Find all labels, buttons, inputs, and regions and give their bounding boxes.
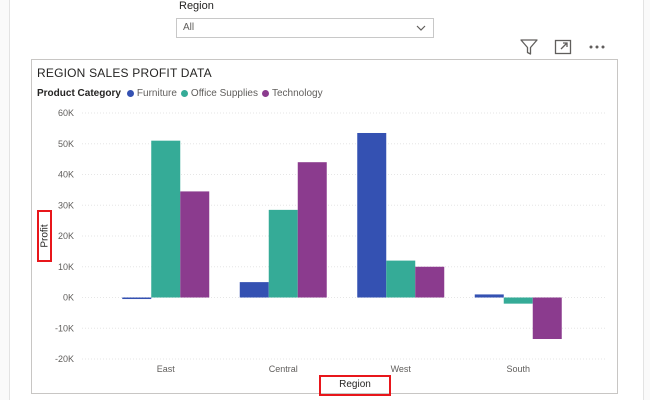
- y-tick-label: 20K: [58, 231, 74, 241]
- legend-label: Office Supplies: [190, 88, 258, 99]
- legend-marker: [126, 90, 134, 97]
- right-frame-border: [643, 0, 650, 400]
- chart-plot-area: 60K 50K 40K 30K 20K 10K 0K -10K -20K East Central W…: [55, 108, 607, 374]
- legend-item-office-supplies[interactable]: Office Supplies: [180, 88, 258, 99]
- y-tick-label: 40K: [58, 170, 74, 180]
- chart-title: REGION SALES PROFIT DATA: [37, 66, 212, 80]
- y-tick-label: 60K: [58, 108, 74, 118]
- filter-icon[interactable]: [519, 37, 539, 57]
- left-frame-border: [0, 0, 10, 400]
- y-tick-label: -10K: [55, 323, 74, 333]
- region-slicer-value: All: [183, 22, 195, 33]
- y-tick-label: 50K: [58, 139, 74, 149]
- legend-label: Furniture: [136, 88, 177, 99]
- region-slicer-label: Region: [179, 0, 214, 12]
- y-tick-label: -20K: [55, 354, 74, 364]
- bar-south-technology[interactable]: [532, 297, 562, 340]
- legend-items: Furniture Office Supplies Technology: [126, 88, 327, 99]
- x-tick-label: Central: [269, 364, 298, 374]
- y-tick-label: 0K: [63, 293, 74, 303]
- bar-south-furniture[interactable]: [474, 294, 504, 298]
- more-options-icon[interactable]: [587, 37, 607, 57]
- x-tick-label: East: [157, 364, 176, 374]
- region-slicer-dropdown[interactable]: All: [176, 18, 434, 38]
- legend-item-technology[interactable]: Technology: [262, 88, 323, 99]
- legend-marker: [262, 90, 269, 97]
- x-axis-title: Region: [339, 379, 371, 390]
- bar-central-technology[interactable]: [297, 162, 327, 298]
- bar-east-office-supplies[interactable]: [151, 140, 181, 298]
- bar-west-office-supplies[interactable]: [386, 260, 416, 298]
- chevron-down-icon: [416, 25, 426, 31]
- legend-marker: [180, 90, 188, 97]
- x-tick-label: West: [391, 364, 412, 374]
- bar-east-technology[interactable]: [180, 191, 210, 298]
- bar-central-furniture[interactable]: [239, 282, 269, 298]
- region-profit-chart-visual[interactable]: REGION SALES PROFIT DATA Product Categor…: [31, 59, 618, 396]
- focus-mode-icon[interactable]: [553, 37, 573, 57]
- chart-legend: Product Category Furniture Office Supplie…: [37, 88, 327, 99]
- bar-south-office-supplies[interactable]: [503, 297, 533, 304]
- bar-west-technology[interactable]: [415, 266, 445, 298]
- bar-east-furniture[interactable]: [122, 297, 152, 300]
- y-axis-title: Profit: [39, 224, 50, 248]
- y-tick-label: 30K: [58, 200, 74, 210]
- y-tick-label: 10K: [58, 262, 74, 272]
- x-axis-title-highlight: Region: [319, 375, 391, 396]
- bar-west-furniture[interactable]: [357, 132, 387, 298]
- legend-item-furniture[interactable]: Furniture: [126, 88, 177, 99]
- x-tick-label: South: [506, 364, 530, 374]
- y-axis-title-highlight: Profit: [37, 210, 52, 262]
- legend-label: Technology: [272, 88, 323, 99]
- bar-central-office-supplies[interactable]: [268, 209, 298, 298]
- legend-title: Product Category: [37, 88, 121, 99]
